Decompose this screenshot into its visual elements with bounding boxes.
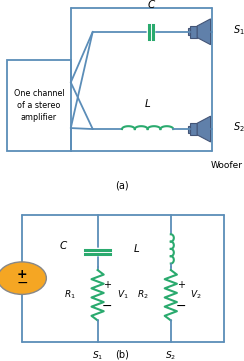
Polygon shape bbox=[197, 116, 211, 142]
Text: L: L bbox=[133, 244, 139, 254]
Text: −: − bbox=[102, 300, 113, 313]
Text: $S_1$: $S_1$ bbox=[233, 23, 244, 37]
Text: $R_2$: $R_2$ bbox=[137, 289, 149, 301]
Polygon shape bbox=[197, 19, 211, 45]
Text: Woofer: Woofer bbox=[211, 161, 243, 170]
Text: $S_1$: $S_1$ bbox=[92, 349, 103, 361]
Text: $S_2$: $S_2$ bbox=[165, 349, 176, 361]
FancyBboxPatch shape bbox=[7, 60, 71, 151]
Text: +: + bbox=[177, 280, 184, 291]
Text: L: L bbox=[145, 99, 151, 109]
Text: $S_2$: $S_2$ bbox=[233, 120, 244, 134]
Polygon shape bbox=[190, 26, 197, 38]
Text: (b): (b) bbox=[115, 349, 129, 360]
Text: $V_2$: $V_2$ bbox=[190, 289, 202, 301]
Polygon shape bbox=[188, 28, 190, 35]
Text: $R_1$: $R_1$ bbox=[64, 289, 76, 301]
Text: +: + bbox=[103, 280, 111, 291]
Polygon shape bbox=[188, 126, 190, 132]
Text: −: − bbox=[175, 300, 186, 313]
Text: $V_1$: $V_1$ bbox=[117, 289, 129, 301]
Text: One channel
of a stereo
amplifier: One channel of a stereo amplifier bbox=[14, 89, 64, 122]
Polygon shape bbox=[190, 123, 197, 135]
Text: C: C bbox=[148, 0, 155, 10]
Text: C: C bbox=[60, 241, 67, 251]
Text: (a): (a) bbox=[115, 180, 129, 191]
Text: +: + bbox=[17, 268, 27, 280]
Circle shape bbox=[0, 262, 46, 295]
Text: −: − bbox=[16, 276, 28, 290]
